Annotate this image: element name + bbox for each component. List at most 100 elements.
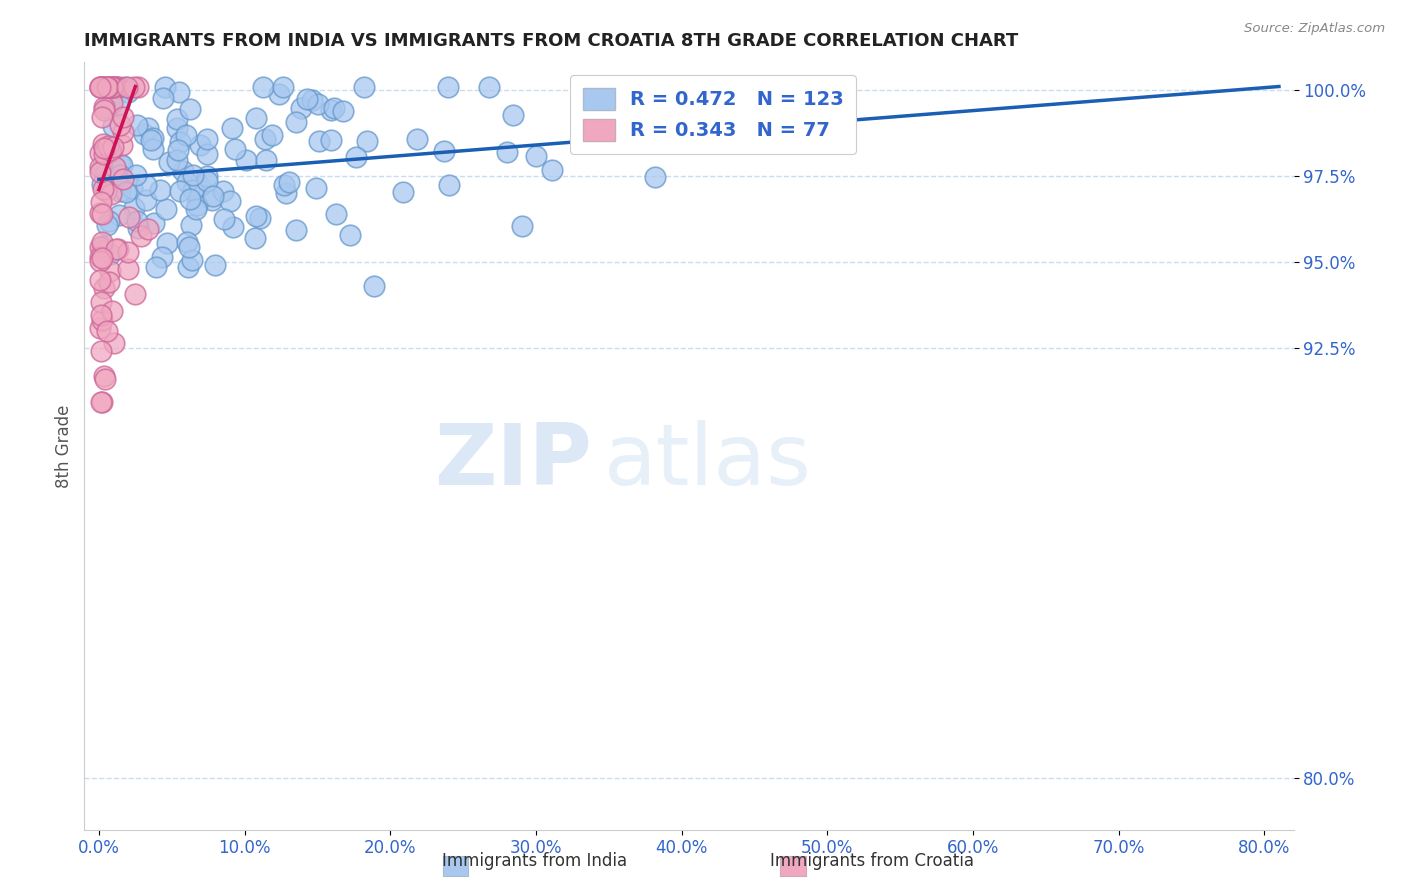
Point <box>98 246 121 260</box>
Point <box>89 160 111 174</box>
Point <box>253 132 276 146</box>
Point <box>89 79 111 94</box>
Point <box>90 295 112 310</box>
Point <box>181 252 204 267</box>
Point <box>89 321 111 335</box>
Point <box>391 185 413 199</box>
Point <box>124 287 146 301</box>
Point <box>117 85 139 99</box>
Point <box>245 111 267 125</box>
Point <box>100 186 122 201</box>
Point <box>204 258 226 272</box>
Point <box>273 178 295 193</box>
Text: ZIP: ZIP <box>434 420 592 503</box>
Point <box>94 167 117 181</box>
Point <box>155 79 177 94</box>
Point <box>176 175 198 189</box>
Point <box>150 251 173 265</box>
Point <box>103 79 125 94</box>
Point <box>90 343 112 358</box>
Point <box>90 238 112 252</box>
Point <box>149 183 172 197</box>
Point <box>89 250 111 264</box>
Point <box>157 154 180 169</box>
Point <box>96 79 118 94</box>
Point <box>97 138 120 153</box>
Point <box>437 178 460 192</box>
Point <box>117 245 139 260</box>
Point <box>118 210 141 224</box>
Point <box>188 178 211 193</box>
Text: Source: ZipAtlas.com: Source: ZipAtlas.com <box>1244 22 1385 36</box>
Point <box>93 79 115 94</box>
Point <box>179 103 201 117</box>
Point <box>495 145 517 160</box>
Point <box>91 136 114 151</box>
Point <box>98 214 121 228</box>
Point <box>139 133 162 147</box>
Point <box>271 79 294 94</box>
Point <box>94 184 117 198</box>
Point <box>100 145 122 159</box>
Point <box>174 128 197 143</box>
Point <box>110 118 132 132</box>
Point <box>103 139 125 153</box>
Point <box>135 178 157 193</box>
Point <box>93 100 115 114</box>
Point <box>89 205 111 219</box>
Point <box>89 240 111 254</box>
Point <box>136 221 159 235</box>
Point <box>138 120 160 135</box>
Point <box>541 162 564 177</box>
Point <box>252 79 274 94</box>
Point <box>98 143 121 157</box>
Point <box>91 79 114 94</box>
Point <box>183 182 205 196</box>
Point <box>115 185 138 199</box>
Point <box>96 101 118 115</box>
Point <box>166 120 188 135</box>
Point <box>90 207 112 221</box>
Point <box>90 394 112 409</box>
Point <box>277 175 299 189</box>
Point <box>105 79 128 94</box>
Point <box>122 201 145 215</box>
Point <box>308 134 330 148</box>
Point <box>96 218 118 232</box>
Point <box>211 184 233 198</box>
Point <box>96 325 118 339</box>
Point <box>93 146 115 161</box>
Point <box>93 281 115 295</box>
Point <box>91 252 114 266</box>
Point <box>90 308 112 322</box>
Point <box>284 223 307 237</box>
Point <box>101 79 124 94</box>
Point <box>91 182 114 196</box>
Point <box>276 186 298 200</box>
Point <box>97 79 120 94</box>
Point <box>195 147 218 161</box>
Point <box>100 144 122 158</box>
Point <box>325 207 347 221</box>
Point <box>101 304 124 318</box>
Point <box>89 145 111 160</box>
Point <box>145 260 167 274</box>
Point <box>502 108 524 122</box>
Point <box>127 79 149 94</box>
Point <box>104 161 127 175</box>
Point <box>152 91 174 105</box>
Point <box>100 79 122 94</box>
Point <box>235 153 257 168</box>
Point <box>322 101 344 115</box>
Point <box>129 229 152 244</box>
Point <box>121 180 143 194</box>
Point <box>301 93 323 107</box>
Point <box>221 220 243 235</box>
Point <box>117 262 139 277</box>
Text: Immigrants from Croatia: Immigrants from Croatia <box>769 852 974 870</box>
Point <box>112 172 135 186</box>
Point <box>91 110 114 124</box>
Point <box>339 227 361 242</box>
Point <box>93 141 115 155</box>
Point <box>108 208 131 222</box>
